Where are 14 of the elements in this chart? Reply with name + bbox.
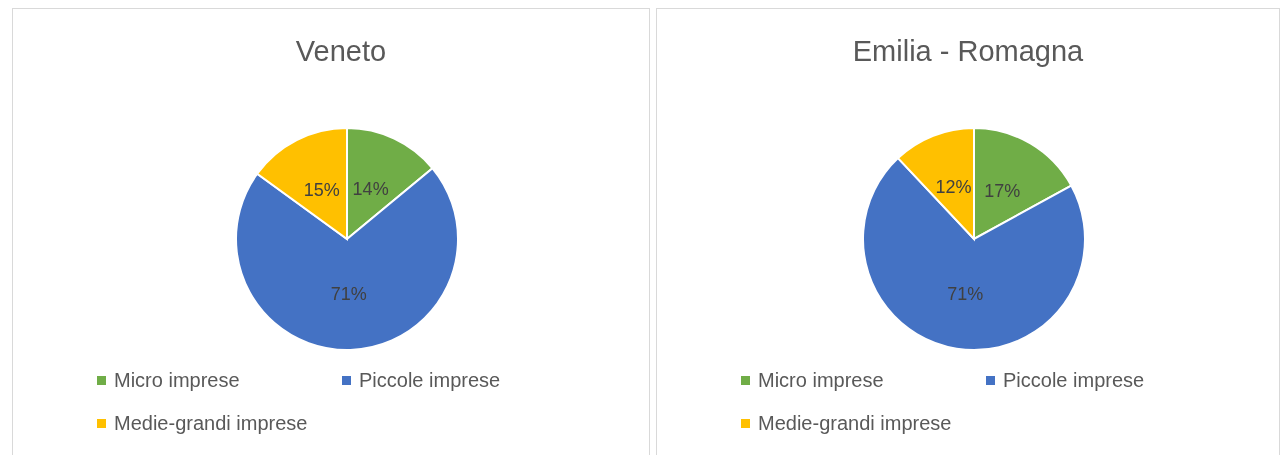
data-label: 12% <box>935 177 972 198</box>
legend-label: Micro imprese <box>114 369 240 392</box>
legend-label: Micro imprese <box>758 369 884 392</box>
data-label: 15% <box>303 179 340 200</box>
legend-label: Piccole imprese <box>1003 369 1145 392</box>
data-label: 14% <box>352 178 389 199</box>
legend-label: Medie-grandi imprese <box>758 412 952 435</box>
data-label: 71% <box>947 283 984 304</box>
chart-title: Emilia - Romagna <box>851 35 1085 69</box>
data-label: 71% <box>330 284 367 305</box>
chart-title: Veneto <box>294 35 388 69</box>
legend-label: Medie-grandi imprese <box>114 412 308 435</box>
data-label: 17% <box>984 181 1021 202</box>
legend-label: Piccole imprese <box>359 369 501 392</box>
